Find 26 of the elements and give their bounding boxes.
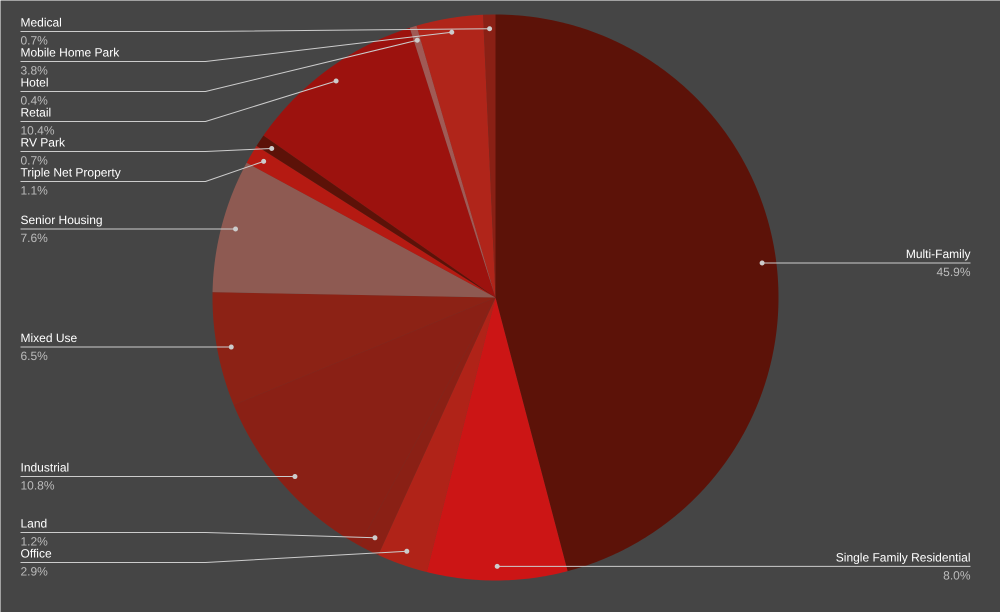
slice-label: Senior Housing (20, 213, 103, 228)
data-label: 7.6% (20, 231, 48, 246)
slice-label: Multi-Family (906, 246, 971, 261)
slice-label: Office (20, 546, 52, 560)
slice-label: Retail (20, 106, 52, 120)
slice-label: RV Park (20, 136, 66, 150)
data-label: 0.7% (20, 34, 48, 48)
data-label: 0.7% (20, 154, 48, 168)
data-label: 10.8% (20, 478, 55, 493)
data-label: 3.8% (20, 64, 48, 78)
slice-label: Industrial (20, 460, 70, 475)
data-label: 10.4% (20, 124, 55, 138)
data-label: 2.9% (20, 564, 48, 578)
slice-label: Mobile Home Park (20, 46, 120, 60)
data-label: 0.4% (20, 94, 48, 108)
data-label: 8.0% (943, 568, 971, 582)
data-label: 45.9% (936, 264, 971, 279)
slice-label: Mixed Use (20, 331, 78, 346)
slice-label: Triple Net Property (20, 166, 121, 180)
data-label: 6.5% (20, 349, 48, 364)
slice-label: Hotel (20, 76, 49, 90)
slice-label: Single Family Residential (836, 550, 971, 564)
slice-label: Land (20, 516, 48, 530)
slice-label: Medical (20, 16, 62, 30)
data-label: 1.1% (20, 184, 48, 198)
data-label: 1.2% (20, 534, 48, 548)
